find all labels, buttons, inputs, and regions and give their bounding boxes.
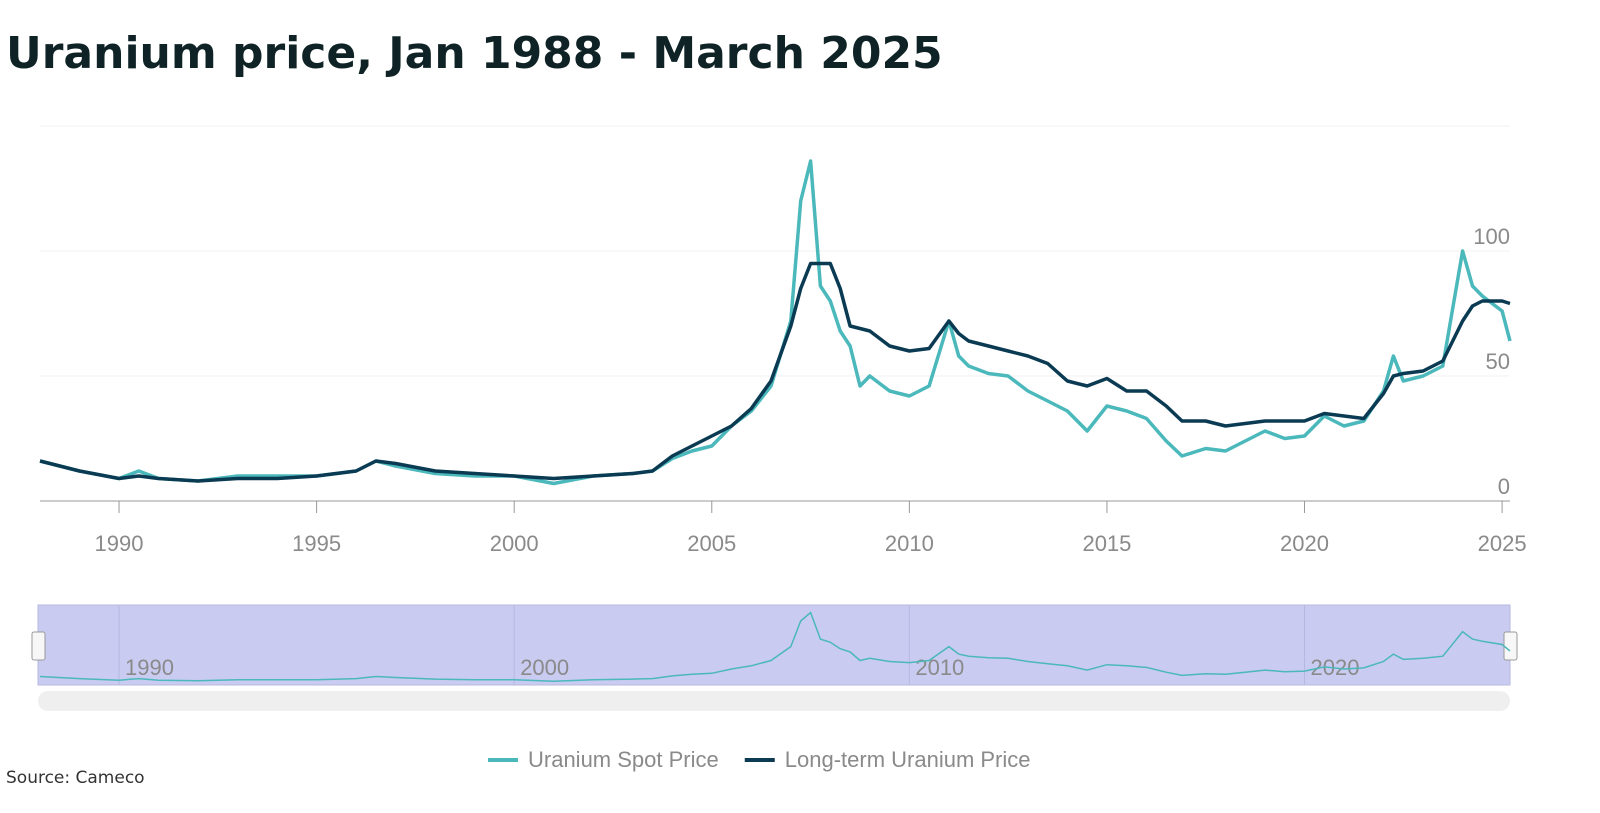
x-tick-label: 1990 <box>95 531 144 556</box>
y-tick-label: 0 <box>1498 474 1510 499</box>
source: Source: Cameco <box>6 768 145 788</box>
x-tick-label: 1995 <box>292 531 341 556</box>
navigator-window <box>37 604 1511 686</box>
navigator-tick-label: 2000 <box>520 655 569 680</box>
x-tick-label: 2020 <box>1280 531 1329 556</box>
navigator-tick-label: 1990 <box>125 655 174 680</box>
x-tick-label: 2015 <box>1082 531 1131 556</box>
navigator-handle <box>1503 631 1518 661</box>
series-line <box>39 261 1511 483</box>
legend-label: Long-term Uranium Price <box>785 747 1031 772</box>
navigator-tick-label: 2010 <box>915 655 964 680</box>
x-tick-label: 2010 <box>885 531 934 556</box>
navigator-line <box>39 611 1511 683</box>
chart-title: Uranium price, Jan 1988 - March 2025 <box>6 28 943 79</box>
x-tick-label: 2005 <box>687 531 736 556</box>
scrollbar <box>38 691 1510 711</box>
series-line <box>39 159 1512 486</box>
x-tick-label: 2025 <box>1478 531 1527 556</box>
y-tick-label: 100 <box>1473 224 1510 249</box>
y-tick-label: 50 <box>1486 349 1510 374</box>
navigator-handle <box>31 631 46 661</box>
x-tick-label: 2000 <box>490 531 539 556</box>
legend-label: Uranium Spot Price <box>528 747 719 772</box>
